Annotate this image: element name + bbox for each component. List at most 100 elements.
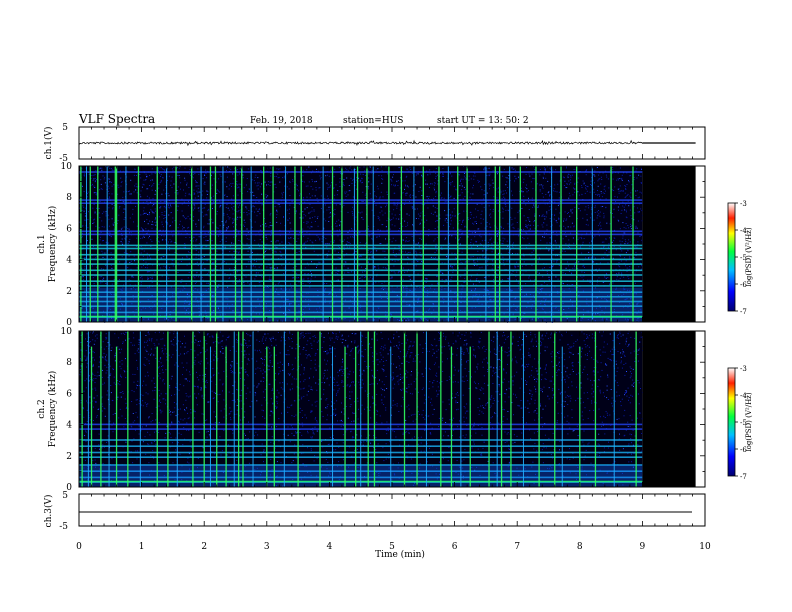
noise-speck [492, 170, 494, 172]
noise-speck [94, 180, 96, 182]
noise-speck [212, 270, 214, 272]
noise-speck [292, 180, 294, 182]
noise-speck [151, 173, 153, 175]
noise-speck [517, 228, 519, 230]
noise-speck [140, 309, 142, 311]
noise-speck [425, 318, 427, 320]
noise-speck [538, 272, 540, 274]
noise-speck [446, 200, 448, 202]
noise-speck [541, 288, 543, 290]
noise-speck [111, 283, 113, 285]
noise-speck [195, 256, 197, 258]
noise-speck [286, 261, 287, 263]
noise-speck [594, 235, 596, 237]
noise-speck [394, 185, 396, 187]
noise-speck [177, 205, 179, 207]
noise-speck [458, 250, 460, 252]
noise-speck [503, 264, 505, 266]
noise-speck [146, 271, 148, 273]
noise-speck [391, 219, 393, 220]
noise-speck [135, 245, 137, 247]
noise-speck [552, 249, 554, 251]
noise-speck [589, 245, 591, 247]
noise-speck [545, 177, 547, 179]
noise-speck [147, 203, 149, 205]
noise-speck [293, 261, 295, 263]
noise-speck [109, 292, 111, 294]
noise-speck [338, 317, 340, 319]
noise-speck [614, 186, 616, 188]
noise-speck [179, 290, 181, 292]
noise-speck [622, 237, 624, 239]
noise-speck [339, 186, 341, 187]
noise-speck [184, 177, 186, 179]
noise-speck [504, 198, 506, 200]
noise-speck [636, 168, 638, 170]
noise-speck [168, 204, 169, 206]
noise-speck [220, 204, 222, 206]
noise-speck [636, 313, 638, 315]
noise-speck [145, 266, 146, 268]
noise-speck [484, 166, 486, 168]
noise-speck [95, 257, 97, 259]
noise-speck [459, 181, 461, 182]
noise-speck [181, 198, 183, 200]
noise-speck [409, 290, 411, 291]
noise-speck [445, 279, 447, 280]
noise-speck [324, 302, 326, 303]
noise-speck [531, 304, 533, 306]
noise-speck [506, 240, 508, 242]
ch1-waveform-ylabel: ch.1(V) [43, 127, 54, 160]
noise-speck [503, 260, 505, 261]
noise-speck [460, 293, 462, 295]
noise-speck [621, 275, 623, 277]
noise-speck [307, 278, 309, 280]
noise-speck [555, 246, 557, 248]
noise-speck [601, 310, 603, 312]
noise-speck [362, 271, 363, 273]
noise-speck [170, 204, 171, 206]
noise-speck [327, 174, 328, 176]
noise-speck [328, 206, 330, 208]
noise-speck [112, 169, 114, 171]
noise-speck [441, 272, 443, 274]
noise-speck [360, 173, 362, 175]
noise-speck [577, 191, 579, 193]
noise-speck [625, 227, 627, 229]
noise-speck [289, 289, 291, 291]
noise-speck [361, 182, 363, 184]
noise-speck [570, 175, 572, 177]
noise-speck [213, 201, 214, 203]
noise-speck [289, 222, 291, 224]
noise-speck [564, 250, 566, 252]
noise-speck [236, 181, 238, 182]
noise-speck [113, 205, 115, 206]
noise-speck [227, 298, 229, 300]
noise-speck [249, 261, 251, 263]
noise-speck [487, 260, 489, 262]
noise-speck [530, 298, 532, 300]
noise-speck [304, 267, 306, 269]
noise-speck [489, 213, 491, 215]
noise-speck [184, 195, 186, 197]
noise-speck [182, 228, 184, 230]
noise-speck [421, 313, 423, 315]
noise-speck [227, 286, 229, 288]
noise-speck [521, 190, 523, 192]
noise-speck [293, 238, 295, 239]
noise-speck [563, 309, 565, 310]
noise-speck [312, 217, 313, 219]
noise-speck [127, 243, 129, 245]
noise-speck [124, 217, 126, 218]
noise-speck [136, 192, 138, 194]
noise-speck [163, 201, 165, 203]
noise-speck [158, 264, 160, 266]
noise-speck [153, 183, 155, 184]
noise-speck [306, 292, 308, 294]
noise-speck [405, 240, 407, 242]
noise-speck [606, 222, 608, 224]
noise-speck [574, 188, 576, 190]
noise-speck [349, 320, 351, 322]
noise-speck [576, 276, 578, 278]
noise-speck [464, 225, 466, 227]
